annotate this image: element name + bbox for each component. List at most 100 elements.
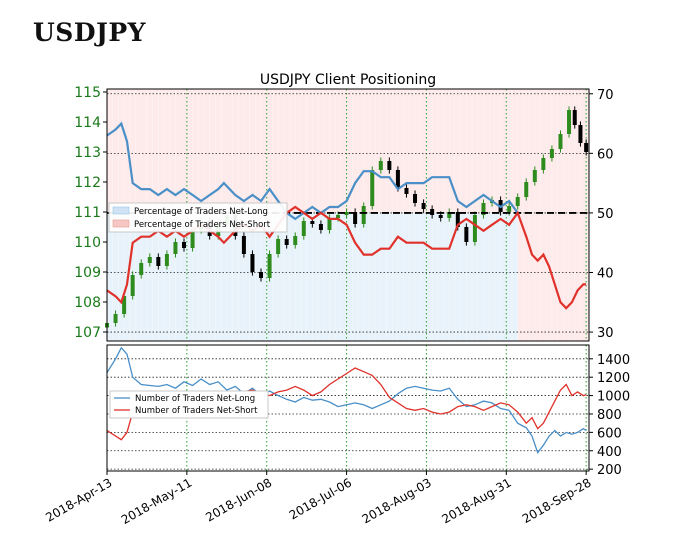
date-tick-label: 2018-Jul-06 [287,475,354,522]
percent-tick-label: 60 [597,147,614,162]
candle-body [395,170,400,188]
legend-label-net-short: Percentage of Traders Net-Short [134,220,271,230]
count-tick-label: 1400 [597,353,630,368]
candle-body [267,254,272,278]
candle-body [113,314,118,323]
candle-body [438,215,443,218]
percent-tick-label: 70 [597,88,614,103]
candle-body [464,227,469,242]
count-axis-ticks: 200 400 600 800 1000 1200 1400 [589,353,630,478]
candle-body [344,212,349,215]
candle-body [130,275,135,296]
candle-body [541,158,546,170]
price-tick-label: 109 [74,265,101,281]
candle-body [578,125,583,143]
candle-body [182,242,187,248]
percent-tick-label: 40 [597,266,614,281]
candle-body [413,194,418,203]
price-tick-label: 110 [74,235,101,251]
candle-body [336,215,341,218]
candle-body [173,242,178,254]
price-candles [105,106,589,332]
legend-swatch-net-long [112,206,130,215]
price-tick-label: 114 [74,115,101,131]
candle-body [549,149,554,158]
candle-body [378,161,383,170]
candle-body [241,236,246,254]
candle-body [472,215,477,242]
short-area-shade [107,89,518,213]
bottom-legend: Number of Traders Net-Long Number of Trad… [109,390,269,419]
candle-body [572,110,577,125]
legend-label-net-short: Number of Traders Net-Short [135,406,258,416]
count-tick-label: 800 [597,408,622,423]
candle-body [190,230,195,248]
candle-body [318,224,323,230]
candle-body [353,212,358,224]
candle-body [310,221,315,224]
legend-box [108,202,288,233]
date-tick-label: 2018-Aug-31 [440,475,514,526]
top-panel-background [106,89,589,341]
candle-body [327,218,332,230]
net-short-percent-line [106,205,587,310]
date-tick-label: 2018-Aug-03 [360,475,434,526]
candle-body [532,170,537,182]
legend-label-net-long: Number of Traders Net-Long [135,394,255,404]
candle-body [361,206,366,224]
candle-body [284,239,289,245]
candle-body [147,257,152,263]
candle-body [404,188,409,194]
top-panel-frame [106,88,590,342]
count-tick-label: 200 [597,463,622,478]
top-legend: Percentage of Traders Net-Long Percentage… [108,202,288,233]
candle-body [250,254,255,272]
price-tick-label: 112 [74,175,101,191]
legend-swatch-net-short [112,219,130,228]
candle-body [455,212,460,227]
candle-body [139,263,144,275]
price-axis-ticks: 107 108 109 110 111 112 113 114 115 [74,85,107,341]
date-tick-label: 2018-Jun-08 [203,475,274,524]
candle-body [481,203,486,215]
price-tick-label: 111 [74,205,101,221]
price-tick-label: 107 [74,325,101,341]
candle-body [293,236,298,245]
price-tick-label: 115 [74,85,101,101]
count-tick-label: 400 [597,445,622,460]
date-axis-ticks: 2018-Apr-13 2018-May-11 2018-Jun-08 2018-Ju… [43,471,594,527]
date-tick-label: 2018-Apr-13 [43,475,114,524]
candle-body [567,110,572,134]
long-area-shade [107,212,518,341]
page-title: USDJPY [33,18,147,47]
candle-body [558,134,563,149]
percent-axis-ticks: 30 40 50 60 70 [589,88,614,341]
candle-body [421,203,426,209]
short-area-shade [517,89,589,341]
price-tick-label: 108 [74,295,101,311]
date-tick-label: 2018-May-11 [119,475,194,527]
candle-body [122,296,127,314]
candle-body [276,239,281,254]
bottom-panel-frame [106,344,590,472]
legend-box [109,390,269,419]
price-tick-label: 113 [74,145,101,161]
count-tick-label: 600 [597,426,622,441]
candle-body [164,254,169,266]
candle-body [584,143,589,152]
candle-body [156,257,161,266]
candle-body [259,272,264,278]
legend-label-net-long: Percentage of Traders Net-Long [134,207,268,217]
net-long-count-line [106,346,587,454]
candle-body [430,209,435,215]
candle-body [515,197,520,206]
count-tick-label: 1200 [597,371,630,386]
candle-body [387,161,392,170]
candle-body [447,212,452,218]
candle-body [507,206,512,212]
percent-tick-label: 50 [597,207,614,222]
date-tick-label: 2018-Sep-28 [520,475,594,526]
count-tick-label: 1000 [597,390,630,405]
candle-body [370,170,375,206]
